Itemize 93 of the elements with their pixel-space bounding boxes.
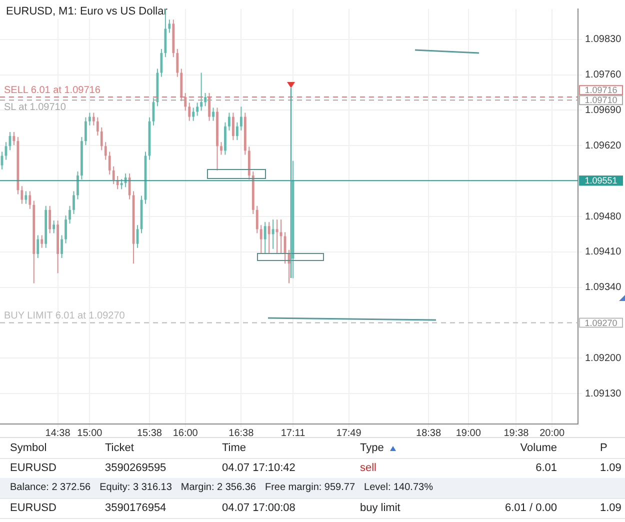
candlestick [272, 219, 274, 250]
text: Time [222, 442, 246, 454]
x-tick-label: 17:49 [336, 428, 362, 439]
candlestick [68, 205, 71, 224]
candlestick [212, 107, 214, 122]
text: 1.09 [600, 462, 622, 474]
candlestick [200, 72, 203, 112]
y-tick-label: 1.09340 [585, 282, 622, 294]
candlestick [228, 112, 230, 131]
ref-line-label: SL at 1.09710 [4, 102, 66, 113]
text: 1.09716 [584, 85, 618, 96]
text: 04.07 17:10:42 [222, 462, 296, 474]
text: 1.09 [600, 502, 622, 514]
candlestick [188, 102, 191, 122]
text: Type [360, 442, 384, 454]
y-tick-label: 1.09690 [585, 104, 622, 116]
candlestick [36, 234, 40, 258]
ref-line-label: BUY LIMIT 6.01 at 1.09270 [4, 310, 126, 322]
text: Equity: 3 316.13 [100, 482, 172, 493]
text: 04.07 17:00:08 [222, 502, 296, 514]
candlestick [24, 190, 28, 204]
candlestick [112, 166, 115, 185]
candlestick [28, 190, 32, 210]
candlestick [128, 172, 131, 200]
x-tick-label: 20:00 [540, 428, 566, 439]
x-tick-label: 15:38 [136, 428, 162, 439]
text: P [600, 442, 608, 454]
candlestick [176, 48, 179, 78]
candlestick [104, 142, 107, 160]
candlestick [160, 48, 163, 78]
candlestick [196, 102, 199, 116]
candlestick [168, 19, 171, 34]
text: Ticket [105, 442, 134, 454]
candlestick [236, 122, 238, 141]
text: 1.09710 [584, 95, 618, 106]
y-tick-label: 1.09480 [585, 211, 622, 222]
x-tick-label: 19:00 [456, 428, 482, 439]
text: Free margin: 959.77 [264, 482, 356, 493]
text: Level: 140.73% [364, 482, 433, 493]
candlestick [256, 205, 258, 234]
candlestick [184, 92, 187, 112]
candlestick [40, 234, 44, 248]
x-tick-label: 15:00 [77, 428, 103, 439]
candlestick [120, 178, 123, 190]
text: 1.09270 [584, 318, 618, 328]
candlestick [96, 116, 99, 136]
candlestick [108, 151, 111, 175]
x-tick-label: 19:38 [504, 428, 530, 439]
x-tick-label: 14:38 [45, 428, 71, 439]
candlestick [220, 142, 222, 156]
candlestick [48, 205, 52, 234]
text: Balance: 2 372.56 [10, 482, 91, 493]
x-tick-label: 16:38 [228, 428, 254, 439]
candlestick [232, 112, 234, 141]
candlestick [52, 220, 56, 234]
candlestick [20, 186, 24, 204]
candlestick [60, 234, 63, 258]
candlestick [72, 190, 75, 214]
text: 3590269595 [105, 462, 166, 474]
candlestick [240, 106, 242, 131]
text: 3590176954 [105, 502, 166, 514]
candlestick [268, 222, 270, 254]
ref-line-label: SELL 6.01 at 1.09716 [4, 84, 101, 96]
y-tick-label: 1.09830 [585, 34, 622, 46]
text: 1.09551 [584, 176, 618, 186]
x-tick-label: 18:38 [416, 428, 442, 439]
text: Margin: 2 356.36 [180, 482, 256, 493]
y-tick-label: 1.09620 [585, 140, 622, 152]
text: 6.01 / 0.00 [505, 502, 557, 514]
candlestick [64, 214, 67, 244]
text: 6.01 [536, 462, 557, 474]
candlestick [208, 92, 210, 122]
y-tick-label: 1.09200 [585, 352, 622, 364]
candlestick [260, 224, 262, 254]
x-tick-label: 17:11 [280, 428, 306, 439]
y-tick-label: 1.09760 [585, 70, 622, 81]
candlestick [92, 112, 95, 126]
x-tick-label: 16:00 [172, 428, 198, 439]
text: Volume [520, 442, 557, 454]
candlestick [192, 107, 195, 122]
text: Symbol [10, 442, 47, 454]
y-tick-label: 1.09410 [585, 246, 622, 258]
text: buy limit [360, 502, 400, 514]
y-tick-label: 1.09130 [585, 388, 622, 400]
candlestick [84, 116, 87, 146]
candlestick [88, 112, 91, 126]
candlestick [100, 126, 103, 151]
candlestick [204, 92, 206, 107]
candlestick [264, 222, 266, 254]
candlestick [76, 170, 79, 200]
text: sell [360, 462, 377, 474]
text: EURUSD [10, 502, 56, 514]
text: EURUSD [10, 462, 56, 474]
